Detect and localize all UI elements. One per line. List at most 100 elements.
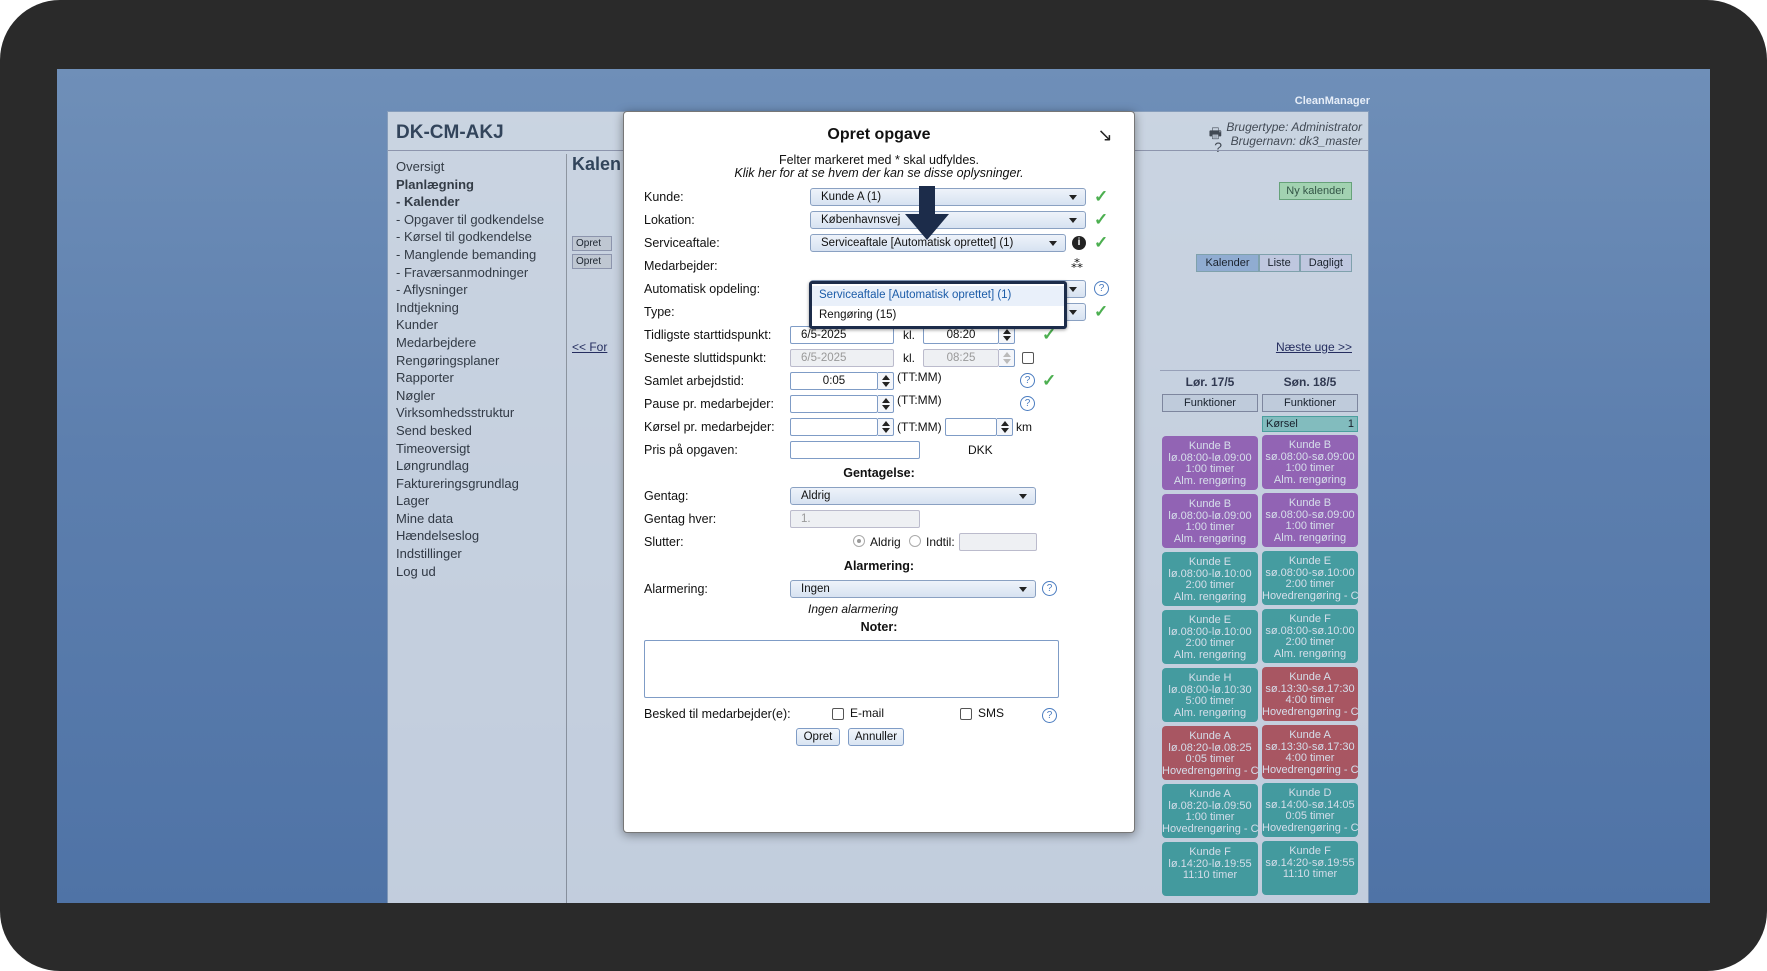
annuller-button[interactable]: Annuller xyxy=(848,728,904,746)
notes-textarea[interactable] xyxy=(644,640,1059,698)
task-line: lø.08:00-lø.09:00 xyxy=(1168,451,1252,464)
slut-time-stepper[interactable] xyxy=(999,349,1015,367)
ttmm-label: (TT:MM) xyxy=(897,420,942,434)
korsel-time-input[interactable] xyxy=(790,418,878,436)
help-icon[interactable]: ? xyxy=(1020,396,1035,411)
sidebar-item[interactable]: Faktureringsgrundlag xyxy=(396,475,519,491)
korsel-badge[interactable]: Kørsel 1 xyxy=(1262,416,1358,432)
pause-input[interactable] xyxy=(790,395,878,413)
indtil-date-input[interactable] xyxy=(959,533,1037,551)
sidebar-item[interactable]: - Opgaver til godkendelse xyxy=(396,211,545,227)
gentag-select[interactable]: Aldrig xyxy=(790,487,1036,505)
sidebar-item[interactable]: Nøgler xyxy=(396,387,436,403)
serviceaftale-select[interactable]: Serviceaftale [Automatisk oprettet] (1) xyxy=(810,234,1066,252)
radio-aldrig[interactable] xyxy=(853,535,865,547)
kunde-select[interactable]: Kunde A (1) xyxy=(810,188,1086,206)
org-chart-icon[interactable]: ⁂ xyxy=(1071,257,1083,271)
sidebar-item[interactable]: Kunder xyxy=(396,317,438,333)
minimize-icon[interactable]: ↘ xyxy=(1097,125,1113,145)
dropdown-option-serviceaftale[interactable]: Serviceaftale [Automatisk oprettet] (1) xyxy=(812,286,1064,306)
slut-time-input[interactable]: 08:25 xyxy=(923,349,999,367)
sidebar-item[interactable]: Lager xyxy=(396,493,430,509)
sidebar-item[interactable]: Log ud xyxy=(396,563,436,579)
sidebar-item[interactable]: Oversigt xyxy=(396,159,445,174)
sms-checkbox[interactable] xyxy=(960,708,972,720)
sidebar-item[interactable]: Planlægning xyxy=(396,176,474,192)
korsel-time-stepper[interactable] xyxy=(878,418,894,436)
help-icon[interactable]: ? xyxy=(1020,373,1035,388)
arbejdstid-input[interactable]: 0:05 xyxy=(790,372,878,390)
slut-checkbox[interactable] xyxy=(1022,352,1034,364)
alarmering-select[interactable]: Ingen xyxy=(790,580,1036,598)
sidebar-item[interactable]: - Kalender xyxy=(396,194,460,210)
sidebar-item[interactable]: Timeoversigt xyxy=(396,440,470,456)
sidebar-item[interactable]: Rengøringsplaner xyxy=(396,352,500,368)
tab-liste[interactable]: Liste xyxy=(1258,254,1300,272)
sidebar-item[interactable]: Hændelseslog xyxy=(396,528,480,544)
visibility-link[interactable]: Klik her for at se hvem der kan se disse… xyxy=(734,166,1024,180)
sidebar-item[interactable]: - Kørsel til godkendelse xyxy=(396,229,532,245)
radio-indtil[interactable] xyxy=(909,535,921,547)
lokation-select[interactable]: Københavnsvej xyxy=(810,211,1086,229)
sidebar-item[interactable]: Medarbejdere xyxy=(396,334,477,350)
korsel-km-stepper[interactable] xyxy=(997,418,1013,436)
task-line: Hovedrengøring - C xyxy=(1162,764,1258,777)
start-date-input[interactable]: 6/5-2025 xyxy=(790,326,894,344)
dropdown-option-rengoring[interactable]: Rengøring (15) xyxy=(819,309,897,321)
opret-button-2[interactable]: Opret xyxy=(572,254,612,269)
sidebar-item[interactable]: Mine data xyxy=(396,510,454,526)
prev-week-link[interactable]: << For xyxy=(572,340,608,354)
tab-dagligt[interactable]: Dagligt xyxy=(1299,254,1352,272)
email-checkbox[interactable] xyxy=(832,708,844,720)
type-label: Type: xyxy=(644,305,675,319)
opret-button[interactable]: Opret xyxy=(796,728,840,746)
pause-stepper[interactable] xyxy=(878,395,894,413)
sidebar-item[interactable]: Løngrundlag xyxy=(396,458,469,474)
info-icon[interactable]: i xyxy=(1072,236,1086,250)
task-line: 4:00 timer xyxy=(1285,694,1335,706)
help-icon[interactable]: ? xyxy=(1042,708,1057,723)
korsel-km-input[interactable] xyxy=(945,418,997,436)
sidebar-item[interactable]: - Fraværsanmodninger xyxy=(396,264,529,280)
sidebar-item[interactable]: - Manglende bemanding xyxy=(396,246,537,262)
help-icon[interactable]: ? xyxy=(1094,281,1109,296)
sidebar-item[interactable]: - Aflysninger xyxy=(396,282,468,298)
sidebar-item[interactable]: Indstillinger xyxy=(396,546,462,562)
user-info: 🖶 ? Brugertype: Administrator Brugernavn… xyxy=(1209,120,1362,154)
opret-button-1[interactable]: Opret xyxy=(572,236,612,251)
slut-date-input[interactable]: 6/5-2025 xyxy=(790,349,894,367)
pris-input[interactable] xyxy=(790,441,920,459)
help-icon[interactable]: ? xyxy=(1042,581,1057,596)
functions-button[interactable]: Funktioner xyxy=(1162,394,1258,412)
sidebar-item[interactable]: Indtjekning xyxy=(396,299,459,315)
korsel-label: Kørsel pr. medarbejder: xyxy=(644,420,775,434)
next-week-link[interactable]: Næste uge >> xyxy=(1275,340,1352,354)
print-help-icons[interactable]: 🖶 ? xyxy=(1208,125,1222,155)
sidebar-item[interactable]: Rapporter xyxy=(396,370,454,386)
task-line: sø.08:00-sø.09:00 xyxy=(1265,450,1355,463)
new-calendar-button[interactable]: Ny kalender xyxy=(1279,182,1352,200)
arbejdstid-stepper[interactable] xyxy=(878,372,894,390)
sidebar-item[interactable]: Virksomhedsstruktur xyxy=(396,405,515,421)
functions-button[interactable]: Funktioner xyxy=(1262,394,1358,412)
gentag-hver-select[interactable]: 1. xyxy=(790,510,920,528)
sidebar-item[interactable]: Send besked xyxy=(396,422,472,438)
tab-kalender[interactable]: Kalender xyxy=(1196,254,1259,272)
